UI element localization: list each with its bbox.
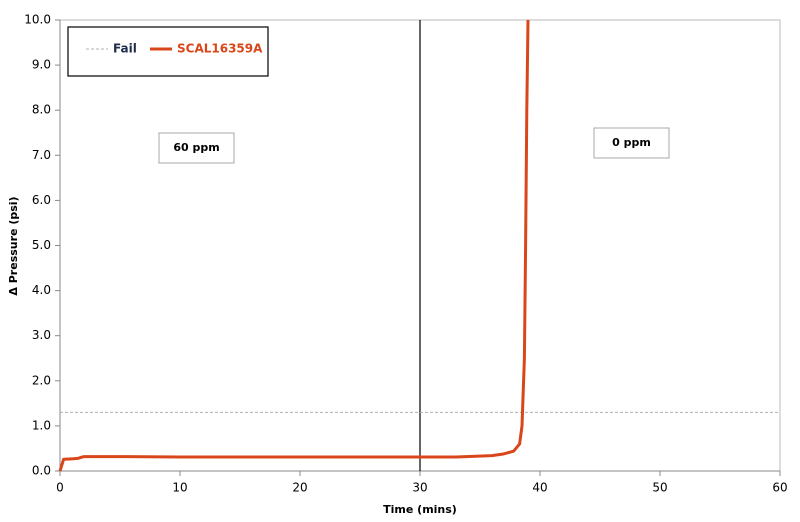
y-tick-label: 0.0 bbox=[32, 464, 51, 478]
y-tick-label: 4.0 bbox=[32, 283, 51, 297]
annotation: 60 ppm bbox=[173, 141, 219, 154]
y-tick-label: 7.0 bbox=[32, 148, 51, 162]
y-tick-label: 6.0 bbox=[32, 193, 51, 207]
y-tick-label: 1.0 bbox=[32, 418, 51, 432]
x-axis-label: Time (mins) bbox=[383, 503, 457, 516]
legend-label: Fail bbox=[113, 42, 137, 56]
y-tick-label: 8.0 bbox=[32, 103, 51, 117]
x-tick-label: 0 bbox=[56, 481, 64, 495]
y-tick-label: 9.0 bbox=[32, 58, 51, 72]
y-axis-label: Δ Pressure (psi) bbox=[7, 196, 20, 295]
y-tick-label: 10.0 bbox=[24, 13, 51, 27]
y-tick-label: 3.0 bbox=[32, 328, 51, 342]
legend-label: SCAL16359A bbox=[177, 42, 263, 56]
x-tick-label: 40 bbox=[532, 481, 547, 495]
y-tick-label: 5.0 bbox=[32, 238, 51, 252]
legend-box bbox=[67, 26, 269, 77]
x-tick-label: 10 bbox=[172, 481, 187, 495]
x-tick-label: 50 bbox=[652, 481, 667, 495]
annotation-box bbox=[158, 132, 235, 164]
y-tick-label: 2.0 bbox=[32, 373, 51, 387]
x-tick-label: 30 bbox=[412, 481, 427, 495]
x-tick-label: 60 bbox=[772, 481, 787, 495]
x-tick-label: 20 bbox=[292, 481, 307, 495]
series-line bbox=[58, 19, 530, 472]
annotation: 0 ppm bbox=[612, 136, 651, 149]
annotation-box bbox=[593, 127, 670, 159]
